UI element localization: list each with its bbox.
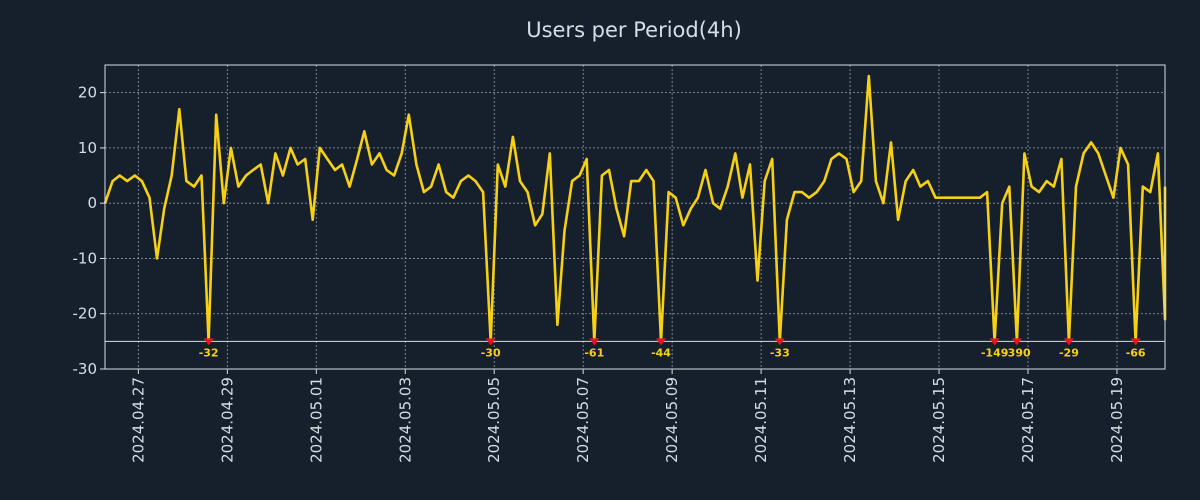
clipped-point-marker	[1063, 338, 1074, 346]
clipped-point-marker	[203, 338, 214, 346]
y-tick-label: -10	[73, 249, 98, 267]
x-tick-label: 2024.05.11	[752, 377, 770, 463]
clipped-markers: -32 -30 -61 -44 -33 -149-390 -29 -66	[199, 338, 1146, 359]
x-tick-label: 2024.05.09	[663, 377, 681, 463]
y-tick-label: 0	[87, 194, 97, 212]
x-tick-label: 2024.05.07	[574, 377, 592, 463]
clipped-point-marker	[989, 338, 1000, 346]
y-tick-label: 10	[78, 139, 97, 157]
series-layer	[103, 74, 1167, 343]
clipped-point-marker	[589, 338, 600, 346]
x-tick-label: 2024.05.05	[485, 377, 503, 463]
chart-title: Users per Period(4h)	[526, 18, 742, 42]
clipped-point-marker	[1130, 338, 1141, 346]
clipped-point-marker	[485, 338, 496, 346]
x-tick-label: 2024.05.13	[841, 377, 859, 463]
y-tick-label: -20	[73, 305, 98, 323]
clipped-value-label: -61	[584, 346, 604, 359]
x-tick-label: 2024.05.17	[1019, 377, 1037, 463]
clipped-value-label: -390	[1003, 346, 1031, 359]
x-tick-label: 2024.05.19	[1108, 377, 1126, 463]
clipped-value-label: -32	[199, 346, 219, 359]
clipped-value-label: -66	[1126, 346, 1146, 359]
clipped-value-label: -44	[651, 346, 671, 359]
x-tick-label: 2024.04.29	[218, 377, 236, 463]
clipped-value-label: -29	[1059, 346, 1079, 359]
axes: -30 -20 -10 0 10 20 2024.04.27 2024.04.29 2024.0…	[73, 84, 1126, 463]
series-line-0	[103, 74, 1167, 343]
x-tick-label: 2024.05.01	[307, 377, 325, 463]
clipped-value-label: -149	[981, 346, 1009, 359]
clipped-value-label: -30	[481, 346, 501, 359]
clipped-point-marker	[656, 338, 667, 346]
x-tick-label: 2024.05.03	[396, 377, 414, 463]
grid-lines	[105, 65, 1165, 369]
x-tick-label: 2024.05.15	[930, 377, 948, 463]
y-tick-label: -30	[73, 360, 98, 378]
y-tick-label: 20	[78, 84, 97, 102]
clipped-value-label: -33	[770, 346, 790, 359]
plot-frame	[104, 64, 1166, 370]
clipped-point-marker	[774, 338, 785, 346]
x-tick-label: 2024.04.27	[129, 377, 147, 463]
clipped-point-marker	[1011, 338, 1022, 346]
